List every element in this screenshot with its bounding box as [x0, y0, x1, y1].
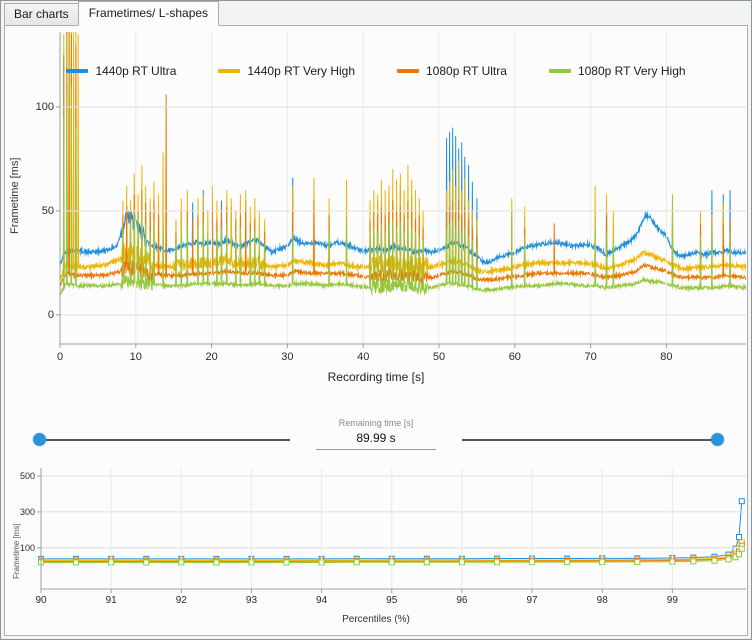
legend-swatch	[548, 69, 571, 73]
slider-handle-left[interactable]	[33, 433, 46, 446]
remaining-time-box: Remaining time [s] 89.99 s	[290, 416, 462, 450]
legend-label: 1440p RT Very High	[247, 64, 355, 78]
remaining-time-label: Remaining time [s]	[338, 418, 414, 428]
legend-swatch	[66, 69, 89, 73]
tab-bar-charts[interactable]: Bar charts	[4, 3, 79, 26]
legend-swatch	[218, 69, 241, 73]
chart-panel: 1440p RT Ultra 1440p RT Very High 1080p …	[4, 25, 749, 636]
legend-item-1080p-rt-ultra[interactable]: 1080p RT Ultra	[397, 64, 507, 78]
legend-item-1440p-rt-very-high[interactable]: 1440p RT Very High	[218, 64, 355, 78]
legend-label: 1080p RT Very High	[577, 64, 686, 78]
y-axis-title-frametime: Frametime [ms]	[9, 157, 21, 235]
percentile-chart-canvas[interactable]	[9, 462, 749, 612]
legend-swatch	[397, 69, 419, 73]
tab-bar: Bar charts Frametimes/ L-shapes	[4, 1, 748, 26]
legend-item-1440p-rt-ultra[interactable]: 1440p RT Ultra	[66, 64, 176, 78]
chart-legend: 1440p RT Ultra 1440p RT Very High 1080p …	[5, 64, 747, 78]
tab-frametimes-lshapes[interactable]: Frametimes/ L-shapes	[77, 1, 220, 26]
remaining-time-value: 89.99 s	[316, 431, 436, 450]
time-range-slider: Remaining time [s] 89.99 s	[5, 416, 747, 468]
y-axis-title-percentile-chart: Frametime [ms]	[12, 523, 21, 579]
frametime-chart-canvas[interactable]	[9, 30, 749, 366]
legend-label: 1440p RT Ultra	[95, 64, 177, 78]
x-axis-title-recording-time: Recording time [s]	[327, 370, 425, 384]
legend-label: 1080p RT Ultra	[426, 64, 507, 78]
slider-handle-right[interactable]	[711, 433, 724, 446]
x-axis-title-percentiles: Percentiles (%)	[342, 614, 410, 625]
legend-item-1080p-rt-very-high[interactable]: 1080p RT Very High	[548, 64, 686, 78]
